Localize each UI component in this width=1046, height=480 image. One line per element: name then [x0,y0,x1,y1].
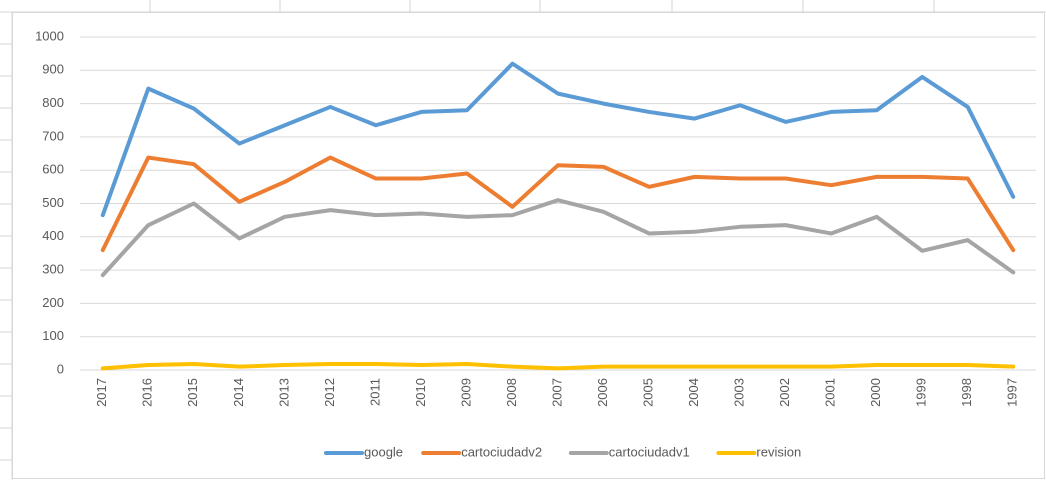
x-tick-label: 2016 [140,378,155,407]
legend-label: cartociudadv2 [461,444,542,459]
x-tick-label: 2013 [276,378,291,407]
line-series [100,198,1016,278]
legend-label: cartociudadv1 [609,444,690,459]
x-tick-label: 2015 [185,378,200,407]
y-tick-label: 0 [57,361,64,376]
y-tick-label: 100 [42,328,64,343]
x-tick-label: 2004 [686,378,701,407]
x-tick-label: 2005 [640,378,655,407]
legend-label: google [364,444,403,459]
x-tick-label: 2014 [231,378,246,407]
x-tick-label: 2006 [595,378,610,407]
y-tick-label: 1000 [35,28,64,43]
x-tick-label: 2012 [322,378,337,407]
y-tick-label: 400 [42,228,64,243]
x-tick-label: 2011 [367,378,382,406]
x-tick-label: 2008 [504,378,519,407]
chart-area [12,12,1045,479]
x-tick-label: 2007 [549,378,564,407]
y-tick-label: 500 [42,195,64,210]
x-tick-label: 2009 [458,378,473,407]
y-tick-label: 700 [42,128,64,143]
x-tick-label: 2000 [868,378,883,407]
y-tick-label: 200 [42,295,64,310]
x-tick-label: 2010 [413,378,428,407]
x-tick-label: 2001 [823,378,838,407]
line-series [100,61,1016,218]
y-tick-label: 600 [42,162,64,177]
y-tick-label: 300 [42,262,64,277]
y-tick-label: 900 [42,62,64,77]
line-series [100,362,1016,371]
x-tick-label: 1998 [959,378,974,407]
x-tick-label: 2017 [94,378,109,407]
x-tick-label: 2002 [777,378,792,407]
x-tick-label: 1999 [914,378,929,407]
x-tick-label: 2003 [732,378,747,407]
legend-label: revision [756,444,801,459]
line-series [100,155,1016,253]
y-tick-label: 800 [42,95,64,110]
x-tick-label: 1997 [1005,378,1020,407]
